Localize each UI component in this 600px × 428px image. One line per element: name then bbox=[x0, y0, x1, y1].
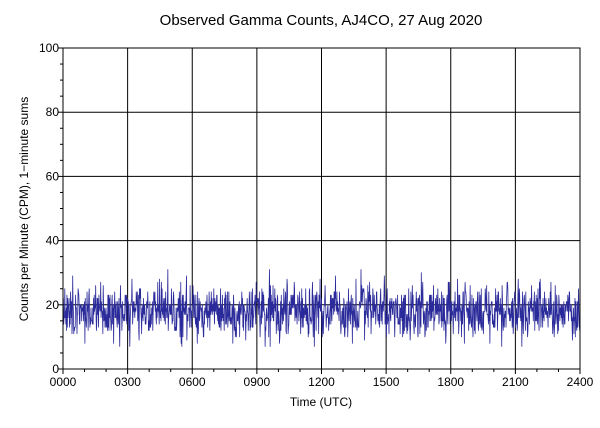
series-layer bbox=[62, 269, 581, 347]
x-tick-label: 0000 bbox=[50, 375, 77, 389]
x-tick-label: 1800 bbox=[437, 375, 464, 389]
series-line-gamma-counts bbox=[62, 269, 581, 347]
x-tick-label: 1200 bbox=[308, 375, 335, 389]
y-axis-ticks: 0 20 40 60 80 100 bbox=[39, 41, 63, 376]
x-axis-label: Time (UTC) bbox=[290, 395, 352, 409]
y-tick-label: 100 bbox=[39, 41, 59, 55]
x-tick-label: 0600 bbox=[179, 375, 206, 389]
x-tick-label: 0300 bbox=[114, 375, 141, 389]
x-tick-label: 2400 bbox=[567, 375, 594, 389]
x-axis-ticks: 0000 0300 0600 0900 1200 1500 1800 2100 2400 bbox=[50, 369, 594, 389]
y-tick-label: 80 bbox=[46, 105, 60, 119]
x-tick-label: 1500 bbox=[373, 375, 400, 389]
chart-title: Observed Gamma Counts, AJ4CO, 27 Aug 202… bbox=[160, 12, 483, 29]
y-tick-label: 40 bbox=[46, 234, 60, 248]
y-tick-label: 60 bbox=[46, 169, 60, 183]
y-tick-label: 20 bbox=[46, 298, 60, 312]
grid-lines bbox=[63, 48, 580, 369]
x-tick-label: 2100 bbox=[502, 375, 529, 389]
y-tick-label: 0 bbox=[52, 362, 59, 376]
y-axis-label: Counts per Minute (CPM), 1−minute sums bbox=[17, 97, 31, 321]
x-tick-label: 0900 bbox=[244, 375, 271, 389]
